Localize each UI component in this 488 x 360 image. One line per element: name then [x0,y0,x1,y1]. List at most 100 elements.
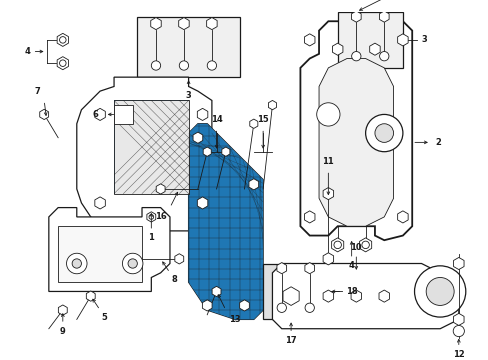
Polygon shape [304,211,314,223]
Polygon shape [276,262,286,274]
Polygon shape [188,124,263,319]
Text: 15: 15 [257,114,268,123]
Circle shape [179,61,188,70]
Text: 3: 3 [421,35,427,44]
Text: 3: 3 [185,91,191,100]
Polygon shape [239,300,249,311]
Polygon shape [95,197,105,209]
Polygon shape [453,313,463,325]
Polygon shape [86,291,95,301]
Polygon shape [146,212,156,222]
Polygon shape [197,197,207,209]
Polygon shape [304,34,314,46]
Polygon shape [268,100,276,110]
Circle shape [277,303,286,312]
Polygon shape [323,253,333,265]
Circle shape [361,241,368,249]
Polygon shape [203,147,211,156]
Polygon shape [378,290,389,302]
Polygon shape [350,290,361,302]
Polygon shape [114,100,188,194]
Text: 2: 2 [435,138,441,147]
Text: 4: 4 [348,261,354,270]
Bar [58,226,142,282]
Polygon shape [453,257,463,270]
Bar [263,264,327,319]
Text: 12: 12 [452,350,464,359]
Circle shape [374,124,393,142]
Text: 11: 11 [322,157,334,166]
Circle shape [128,259,137,268]
Text: 10: 10 [350,243,362,252]
Text: 7: 7 [34,87,40,96]
Text: 13: 13 [229,315,241,324]
Polygon shape [212,286,221,297]
Circle shape [60,37,66,43]
Polygon shape [57,33,68,46]
Polygon shape [323,290,333,302]
Polygon shape [272,264,458,329]
Polygon shape [77,77,211,231]
Polygon shape [202,300,212,311]
Circle shape [60,60,66,67]
Circle shape [426,278,453,305]
Text: 6: 6 [92,110,98,119]
Polygon shape [332,43,342,55]
Text: 9: 9 [60,327,65,336]
Polygon shape [58,305,67,315]
Circle shape [207,61,216,70]
Bar [137,17,239,77]
Polygon shape [49,208,170,292]
Polygon shape [156,184,165,194]
Polygon shape [283,287,299,305]
Circle shape [72,259,81,268]
Polygon shape [331,238,343,252]
Polygon shape [175,254,183,264]
Polygon shape [188,124,263,319]
Polygon shape [193,132,203,143]
Polygon shape [40,109,48,120]
Polygon shape [318,59,393,226]
Polygon shape [379,11,388,22]
Polygon shape [197,108,207,121]
Circle shape [452,325,464,337]
Polygon shape [397,34,407,46]
Bar [337,12,402,68]
Polygon shape [95,108,105,121]
Text: 4: 4 [25,47,31,56]
Text: 1: 1 [148,233,154,242]
Text: 17: 17 [285,336,296,345]
Polygon shape [397,211,407,223]
Circle shape [66,253,87,274]
Circle shape [379,51,388,61]
Circle shape [316,103,339,126]
Polygon shape [359,238,371,252]
Polygon shape [249,119,257,129]
Polygon shape [323,188,333,200]
Text: 14: 14 [210,114,222,123]
Text: 8: 8 [171,275,177,284]
Text: 5: 5 [102,312,107,321]
Circle shape [149,215,153,219]
Circle shape [365,114,402,152]
Polygon shape [206,18,217,30]
Polygon shape [369,43,379,55]
Polygon shape [178,18,189,30]
Polygon shape [150,18,161,30]
Circle shape [305,303,314,312]
Text: 16: 16 [154,212,166,221]
Circle shape [333,241,341,249]
Polygon shape [304,262,314,274]
Circle shape [351,51,360,61]
Circle shape [414,266,465,317]
Polygon shape [222,147,229,156]
Circle shape [151,61,161,70]
Polygon shape [57,57,68,70]
Polygon shape [114,105,132,124]
Text: 18: 18 [345,287,357,296]
Circle shape [122,253,142,274]
Polygon shape [300,21,411,240]
Polygon shape [248,179,258,190]
Polygon shape [114,100,188,194]
Polygon shape [351,11,361,22]
